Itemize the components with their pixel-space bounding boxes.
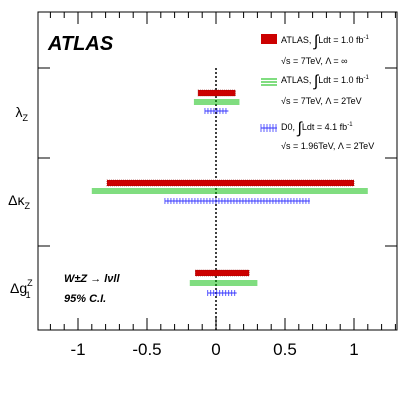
y-label-delta-kappa-z: ΔκZ xyxy=(8,192,30,211)
interval-atlas_inf-dg1-hatch xyxy=(195,269,250,277)
legend: ATLAS, ∫Ldt = 1.0 fb-1 √s = 7TeV, Λ = ∞ … xyxy=(260,33,374,151)
interval-atlas_inf-dg1 xyxy=(195,270,250,276)
legend-text-d0-line1: D0, ∫Ldt = 4.1 fb-1 xyxy=(281,120,353,137)
interval-atlas_inf-lz xyxy=(198,90,236,96)
x-tick-label-3: 0.5 xyxy=(273,340,297,359)
y-label-lambda-z: λZ xyxy=(16,104,29,123)
legend-entry-d0: D0, ∫Ldt = 4.1 fb-1 √s = 1.96TeV, Λ = 2T… xyxy=(260,120,374,151)
y-axis-separators xyxy=(38,67,397,247)
legend-swatch-atlas-inf xyxy=(261,34,277,44)
x-tick-label-1: -0.5 xyxy=(132,340,161,359)
interval-atlas_inf-dkz-hatch xyxy=(106,179,355,187)
y-category-labels: λZ ΔκZ ΔgZ 1 xyxy=(8,104,33,300)
y-label-delta-g1-z: ΔgZ 1 xyxy=(10,278,33,300)
legend-entry-atlas-inf: ATLAS, ∫Ldt = 1.0 fb-1 √s = 7TeV, Λ = ∞ xyxy=(261,33,370,66)
legend-swatch-atlas-2tev xyxy=(261,78,277,86)
legend-text-atlas-inf-line2: √s = 7TeV, Λ = ∞ xyxy=(281,56,348,66)
plot-frame xyxy=(37,11,398,331)
x-axis-ticks: -1 -0.5 0 0.5 1 xyxy=(49,12,396,359)
x-tick-label-0: -1 xyxy=(70,340,85,359)
legend-entry-atlas-2tev: ATLAS, ∫Ldt = 1.0 fb-1 √s = 7TeV, Λ = 2T… xyxy=(261,73,370,106)
confidence-intervals xyxy=(91,89,368,296)
x-tick-label-2: 0 xyxy=(211,340,220,359)
experiment-label: ATLAS xyxy=(47,33,114,55)
legend-text-d0-line2: √s = 1.96TeV, Λ = 2TeV xyxy=(281,141,374,151)
legend-swatch-d0 xyxy=(260,124,277,132)
interval-atlas_inf-dkz xyxy=(106,180,354,186)
legend-text-atlas-2tev-line1: ATLAS, ∫Ldt = 1.0 fb-1 xyxy=(281,73,370,90)
process-annotation: W±Z → lνll xyxy=(64,273,120,285)
x-tick-label-4: 1 xyxy=(349,340,358,359)
interval-atlas_inf-lz-hatch xyxy=(197,89,236,97)
legend-text-atlas-2tev-line2: √s = 7TeV, Λ = 2TeV xyxy=(281,96,362,106)
confidence-annotation: 95% C.I. xyxy=(64,293,106,305)
legend-text-atlas-inf-line1: ATLAS, ∫Ldt = 1.0 fb-1 xyxy=(281,33,370,50)
